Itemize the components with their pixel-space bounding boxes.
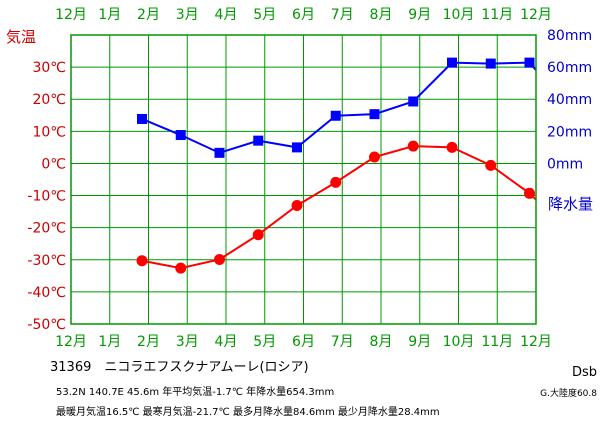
temperature-tick-label: -30℃ <box>27 253 66 269</box>
precipitation-tick-label: 80mm <box>547 28 592 44</box>
precipitation-point <box>292 142 302 153</box>
precipitation-tick-label: 20mm <box>547 124 592 140</box>
series <box>136 57 613 274</box>
x-tick-label-top: 7月 <box>331 7 354 23</box>
temperature-point <box>407 140 419 152</box>
temperature-axis-label: 気温 <box>6 28 36 46</box>
precipitation-line <box>141 61 536 154</box>
precipitation-axis-label: 降水量 <box>548 195 593 213</box>
precipitation-point <box>524 57 535 68</box>
x-tick-label-top: 11月 <box>481 7 513 23</box>
x-tick-label-bottom: 12月 <box>55 334 87 350</box>
temperature-point <box>175 262 187 274</box>
climate-code: Dsb <box>571 365 597 380</box>
x-tick-label-top: 9月 <box>408 7 431 23</box>
x-tick-label-top: 5月 <box>253 7 276 23</box>
temperature-point <box>485 159 497 171</box>
precipitation-point <box>137 113 147 124</box>
precipitation-point <box>214 147 225 158</box>
precipitation-point <box>253 135 264 146</box>
x-tick-label-bottom: 1月 <box>98 334 121 350</box>
x-tick-label-bottom: 8月 <box>370 334 393 350</box>
x-tick-label-top: 8月 <box>370 7 393 23</box>
x-tick-label-bottom: 2月 <box>137 334 160 350</box>
temperature-point <box>214 253 225 265</box>
grid <box>71 35 536 324</box>
temperature-tick-label: 20℃ <box>32 92 66 108</box>
x-tick-label-bottom: 10月 <box>443 334 475 350</box>
x-tick-label-bottom: 3月 <box>176 334 199 350</box>
x-tick-label-bottom: 5月 <box>253 334 276 350</box>
temperature-tick-label: 10℃ <box>32 124 66 140</box>
temperature-point <box>330 176 342 188</box>
x-tick-label-top: 2月 <box>137 7 160 23</box>
temperature-tick-label: -20℃ <box>27 221 66 237</box>
x-axis-top-labels: 12月 1月 2月 3月 4月 5月 6月 7月 8月 9月 10月 11月 12月 <box>55 7 552 23</box>
temperature-tick-label: 0℃ <box>41 156 66 172</box>
temperature-tick-label: -10℃ <box>27 189 66 205</box>
x-tick-label-bottom: 11月 <box>481 334 513 350</box>
temperature-axis-ticks: -50℃ -40℃ -30℃ -20℃ -10℃ 0℃ 10℃ 20℃ 30℃ <box>27 60 66 333</box>
x-tick-label-top: 6月 <box>292 7 315 23</box>
temperature-point <box>136 255 148 267</box>
x-tick-label-top: 4月 <box>215 7 238 23</box>
station-stats-1: 53.2N 140.7E 45.6m 年平均気温-1.7℃ 年降水量654.3m… <box>56 387 335 398</box>
temperature-point <box>524 187 535 199</box>
precipitation-tick-label: 0mm <box>547 156 583 172</box>
x-tick-label-bottom: 12月 <box>520 334 552 350</box>
temperature-tick-label: 30℃ <box>32 60 66 76</box>
station-stats-2: 最暖月気温16.5℃ 最寒月気温-21.7℃ 最多月降水量84.6mm 最少月降… <box>56 407 440 418</box>
precipitation-point <box>447 57 457 68</box>
x-axis-bottom-labels: 12月 1月 2月 3月 4月 5月 6月 7月 8月 9月 10月 11月 12月 <box>55 334 552 350</box>
precipitation-point <box>330 110 341 121</box>
precipitation-tick-label: 40mm <box>547 92 592 108</box>
precipitation-point <box>602 114 612 124</box>
precipitation-axis-ticks: 0mm 20mm 40mm 60mm 80mm <box>547 28 592 172</box>
temperature-point <box>291 200 303 212</box>
continentality-index: G.大陸度60.8 <box>540 389 597 399</box>
x-tick-label-bottom: 4月 <box>215 334 238 350</box>
x-tick-label-bottom: 9月 <box>408 334 431 350</box>
x-tick-label-top: 12月 <box>55 7 87 23</box>
temperature-point <box>602 255 613 266</box>
station-title: 31369 ニコラエフスクナアムーレ(ロシア) <box>50 360 309 375</box>
precipitation-point <box>175 130 186 141</box>
temperature-line <box>141 145 536 270</box>
x-tick-label-top: 1月 <box>98 7 121 23</box>
temperature-point <box>252 229 264 241</box>
x-tick-label-top: 3月 <box>176 7 199 23</box>
temperature-point <box>369 151 380 163</box>
precipitation-point <box>485 58 496 69</box>
temperature-tick-label: -50℃ <box>27 317 66 333</box>
x-tick-label-top: 12月 <box>520 7 552 23</box>
x-tick-label-bottom: 7月 <box>331 334 354 350</box>
precipitation-point <box>408 96 419 107</box>
precipitation-tick-label: 60mm <box>547 60 592 76</box>
temperature-point <box>563 226 574 237</box>
temperature-tick-label: -40℃ <box>27 285 66 301</box>
x-tick-label-top: 10月 <box>443 7 475 23</box>
precipitation-point <box>369 109 380 120</box>
temperature-point <box>446 141 458 153</box>
plot-border <box>70 34 537 325</box>
x-tick-label-bottom: 6月 <box>292 334 315 350</box>
